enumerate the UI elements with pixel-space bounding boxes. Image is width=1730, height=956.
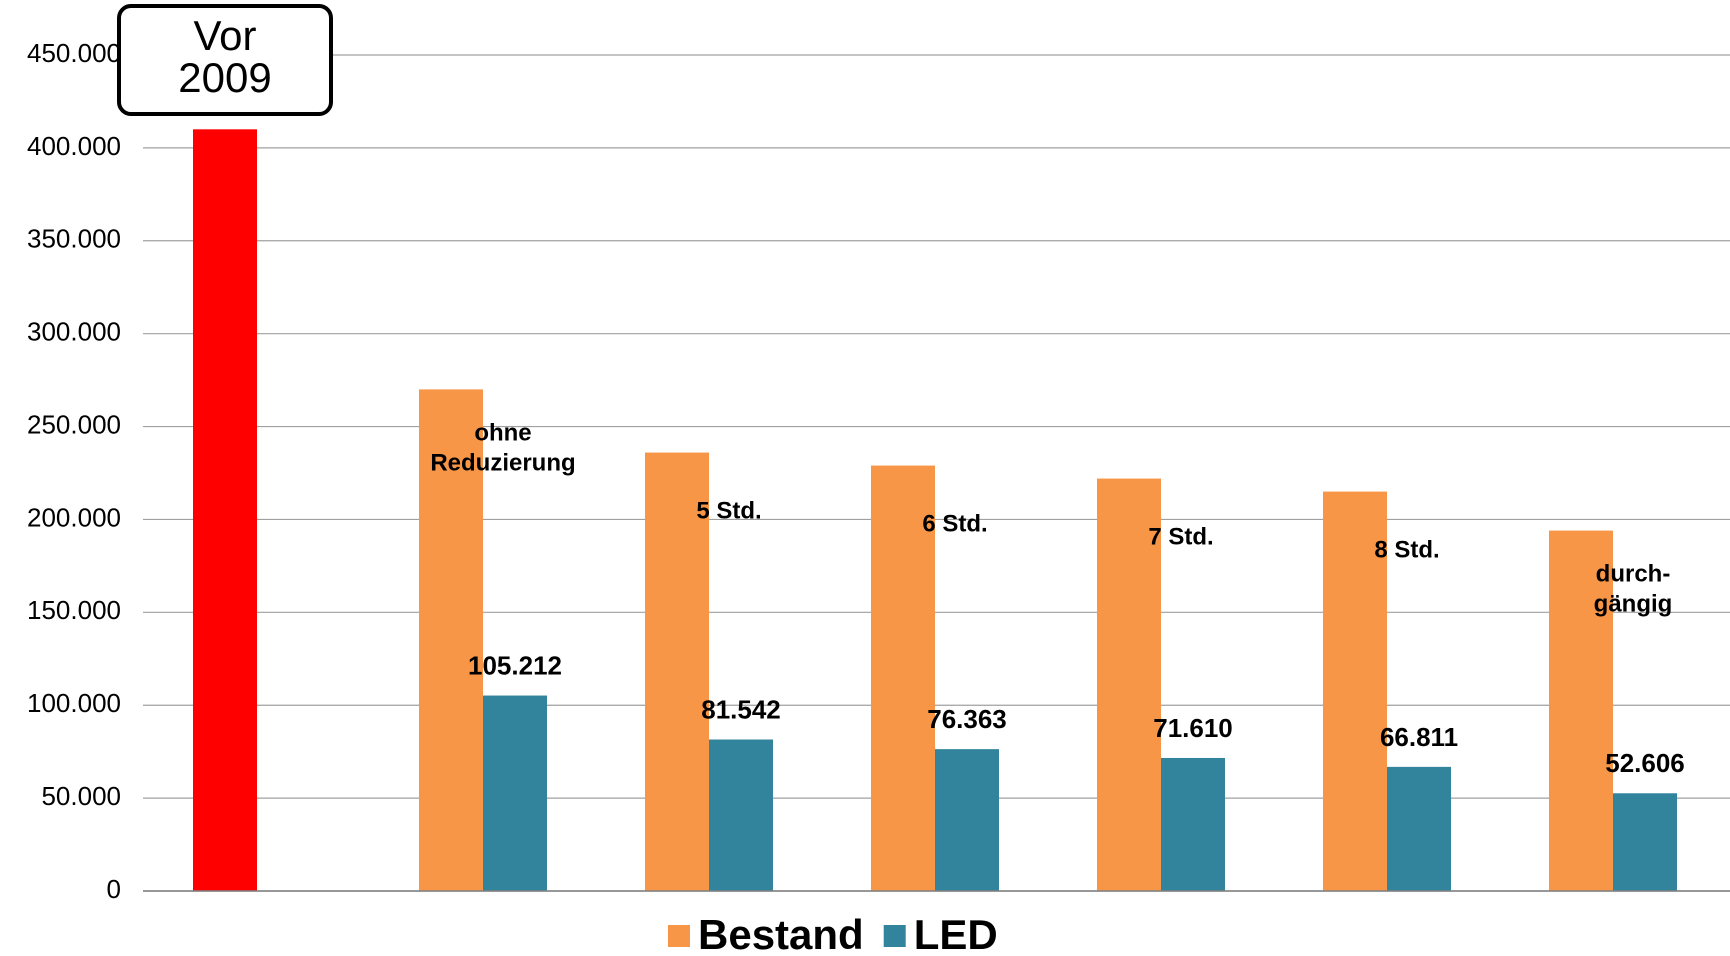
y-tick-label: 400.000 xyxy=(27,131,121,161)
legend-swatch xyxy=(668,925,690,947)
category-label: 7 Std. xyxy=(1148,524,1213,551)
bar xyxy=(935,749,999,891)
bar xyxy=(1323,491,1387,891)
data-label: 66.811 xyxy=(1380,722,1458,752)
y-tick-label: 350.000 xyxy=(27,224,121,254)
category-label: 6 Std. xyxy=(922,511,987,538)
y-tick-label: 450.000 xyxy=(27,38,121,68)
bar xyxy=(1097,478,1161,891)
bar xyxy=(1161,757,1225,891)
data-label: 76.363 xyxy=(927,704,1007,734)
bar xyxy=(871,465,935,891)
data-label: 52.606 xyxy=(1605,748,1685,778)
bar xyxy=(483,695,547,891)
data-label: 105.212 xyxy=(468,650,562,680)
bar xyxy=(1613,793,1677,891)
data-label: 81.542 xyxy=(701,694,781,724)
bar xyxy=(1549,530,1613,891)
legend: Bestand LED xyxy=(668,911,998,956)
category-label: 8 Std. xyxy=(1374,537,1439,564)
y-tick-label: 250.000 xyxy=(27,409,121,439)
bar xyxy=(709,739,773,891)
y-tick-label: 150.000 xyxy=(27,595,121,625)
y-tick-label: 100.000 xyxy=(27,688,121,718)
category-label: ohne Reduzierung xyxy=(430,420,575,477)
bar xyxy=(419,389,483,891)
category-label: Vor 2009 xyxy=(178,12,271,101)
y-tick-label: 0 xyxy=(107,874,121,904)
legend-label: Bestand xyxy=(698,911,864,956)
legend-swatch xyxy=(883,925,906,947)
bar xyxy=(193,129,257,892)
y-tick-label: 50.000 xyxy=(41,781,121,811)
category-label: 5 Std. xyxy=(696,498,761,525)
legend-label: LED xyxy=(914,911,998,956)
data-label: 71.610 xyxy=(1153,713,1233,743)
y-tick-label: 200.000 xyxy=(27,502,121,532)
y-tick-label: 300.000 xyxy=(27,317,121,347)
category-box xyxy=(117,4,333,116)
bar xyxy=(1387,766,1451,891)
bar xyxy=(645,452,709,891)
category-label: durch-gängig xyxy=(1594,561,1673,618)
